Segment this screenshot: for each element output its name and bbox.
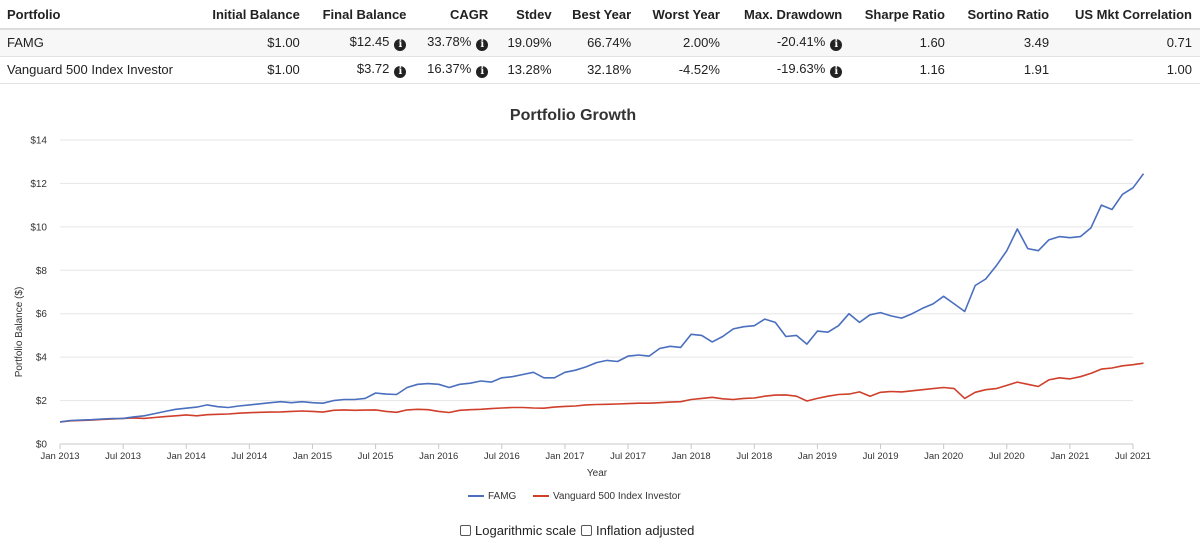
y-tick-label: $2 (36, 396, 48, 407)
col-best-year: Best Year (559, 0, 640, 30)
y-tick-label: $8 (36, 266, 48, 277)
x-tick-label: Jul 2019 (863, 451, 899, 462)
cell-best: 66.74% (559, 29, 640, 57)
y-axis-label: Portfolio Balance ($) (14, 287, 25, 378)
x-tick-label: Jan 2014 (167, 451, 206, 462)
x-tick-label: Jul 2018 (736, 451, 772, 462)
x-tick-label: Jan 2016 (419, 451, 458, 462)
legend-label: FAMG (488, 491, 517, 502)
x-tick-label: Jan 2020 (924, 451, 963, 462)
cell-stdev: 13.28% (496, 56, 560, 84)
table-row: Vanguard 500 Index Investor $1.00 $3.72 i… (0, 56, 1200, 84)
chart-title: Portfolio Growth (510, 107, 636, 124)
col-us-mkt-correlation: US Mkt Correlation (1057, 0, 1200, 30)
x-tick-label: Jul 2017 (610, 451, 646, 462)
checkbox-box[interactable] (581, 525, 592, 536)
y-axis-ticks: $0 $2 $4 $6 $8 $10 $12 $14 (30, 136, 47, 451)
stats-table: Portfolio Initial Balance Final Balance … (0, 0, 1200, 84)
log-scale-checkbox[interactable]: Logarithmic scale (460, 523, 576, 538)
cell-corr: 0.71 (1057, 29, 1200, 57)
checkbox-box[interactable] (460, 525, 471, 536)
x-axis-ticks: Jan 2013 Jul 2013 Jan 2014 Jul 2014 Jan 2015… (40, 444, 1151, 462)
col-cagr: CAGR (414, 0, 497, 30)
x-tick-label: Jul 2015 (358, 451, 394, 462)
series-lines (59, 173, 1145, 423)
cell-portfolio: Vanguard 500 Index Investor (0, 56, 198, 84)
cell-sharpe: 1.60 (850, 29, 953, 57)
stats-header-row: Portfolio Initial Balance Final Balance … (0, 0, 1200, 30)
cell-best: 32.18% (559, 56, 640, 84)
info-icon[interactable]: i (830, 39, 843, 52)
x-tick-label: Jan 2019 (798, 451, 837, 462)
info-icon[interactable]: i (394, 39, 407, 52)
cell-sortino: 1.91 (952, 56, 1058, 84)
log-scale-label: Logarithmic scale (475, 523, 577, 538)
x-tick-label: Jul 2013 (105, 451, 141, 462)
cell-final: $3.72 i (307, 56, 415, 84)
cell-corr: 1.00 (1057, 56, 1200, 84)
cell-final: $12.45 i (307, 29, 415, 57)
cell-drawdown: -19.63% i (727, 56, 851, 84)
cell-sharpe: 1.16 (850, 56, 953, 84)
inflation-adjusted-checkbox[interactable]: Inflation adjusted (581, 523, 694, 538)
x-tick-label: Jan 2017 (545, 451, 584, 462)
y-tick-label: $0 (36, 440, 48, 451)
x-tick-label: Jan 2021 (1050, 451, 1089, 462)
y-tick-label: $4 (36, 353, 48, 364)
x-tick-label: Jan 2018 (672, 451, 711, 462)
info-icon[interactable]: i (476, 39, 489, 52)
cell-portfolio: FAMG (0, 29, 198, 57)
x-tick-label: Jul 2016 (484, 451, 520, 462)
y-tick-label: $10 (30, 222, 47, 233)
info-icon[interactable]: i (394, 66, 407, 78)
x-tick-label: Jan 2015 (293, 451, 332, 462)
col-worst-year: Worst Year (639, 0, 728, 30)
cell-stdev: 19.09% (496, 29, 560, 57)
cell-sortino: 3.49 (952, 29, 1058, 57)
col-final-balance: Final Balance (307, 0, 415, 30)
col-initial-balance: Initial Balance (197, 0, 308, 30)
cell-drawdown: -20.41% i (727, 29, 851, 57)
col-sortino: Sortino Ratio (952, 0, 1058, 30)
x-tick-label: Jul 2020 (989, 451, 1025, 462)
legend: FAMG Vanguard 500 Index Investor (468, 491, 681, 502)
col-sharpe: Sharpe Ratio (850, 0, 953, 30)
cell-initial: $1.00 (197, 29, 308, 57)
info-icon[interactable]: i (476, 66, 489, 78)
inflation-adjusted-label: Inflation adjusted (596, 523, 695, 538)
series-line-vanguard-500 (59, 362, 1144, 423)
grid-lines (60, 139, 1133, 445)
cell-cagr: 33.78% i (414, 29, 497, 57)
cell-initial: $1.00 (197, 56, 308, 84)
col-max-drawdown: Max. Drawdown (727, 0, 851, 30)
y-tick-label: $6 (36, 309, 48, 320)
cell-worst: 2.00% (639, 29, 728, 57)
x-tick-label: Jan 2013 (40, 451, 79, 462)
portfolio-growth-chart: Portfolio Growth $0 $2 $4 $6 $8 $10 $12 $14 Jan… (14, 107, 1151, 502)
y-tick-label: $14 (30, 136, 47, 147)
table-row: FAMG $1.00 $12.45 i 33.78% i 19.09% 66.74%… (0, 29, 1200, 57)
cell-cagr: 16.37% i (414, 56, 497, 84)
x-tick-label: Jul 2021 (1115, 451, 1151, 462)
series-line-famg (59, 173, 1145, 423)
y-tick-label: $12 (30, 179, 47, 190)
col-portfolio: Portfolio (0, 0, 198, 30)
x-tick-label: Jul 2014 (231, 451, 267, 462)
cell-worst: -4.52% (639, 56, 728, 84)
col-stdev: Stdev (496, 0, 560, 30)
x-axis-label: Year (587, 468, 608, 479)
legend-label: Vanguard 500 Index Investor (553, 491, 681, 502)
info-icon[interactable]: i (830, 66, 843, 78)
